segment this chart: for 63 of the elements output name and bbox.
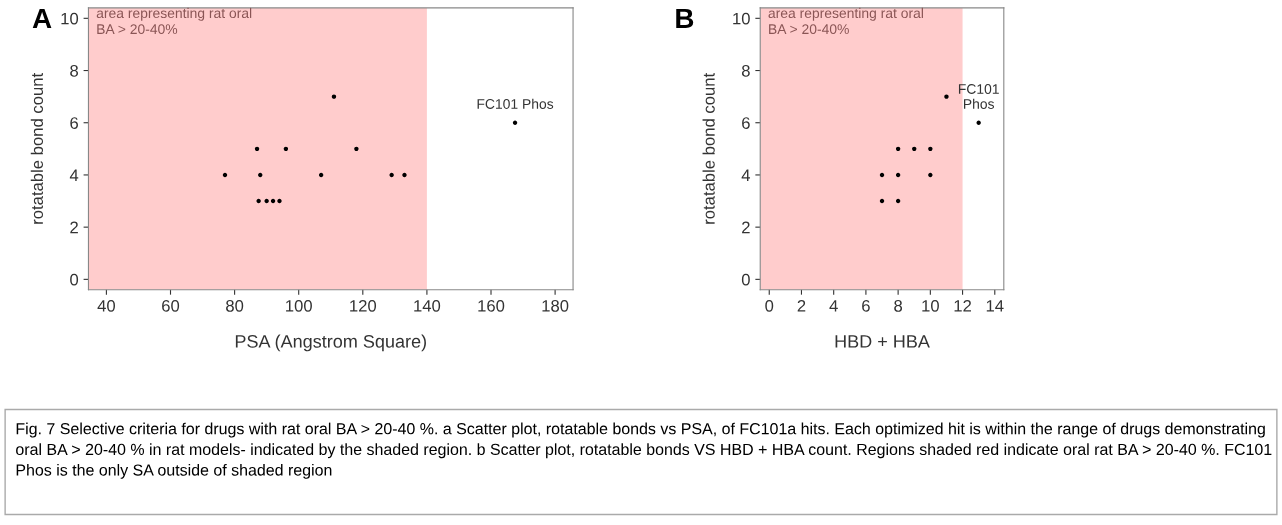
point xyxy=(928,146,933,152)
band-label: area representing rat oral BA > 20-40% xyxy=(768,7,923,35)
x-tick-label: 160 xyxy=(478,299,505,312)
point xyxy=(222,172,228,178)
x-tick-label: 2 xyxy=(797,299,806,312)
point xyxy=(254,146,260,152)
point xyxy=(331,94,337,99)
caption: Fig. 7 Selective criteria for drugs with rat oral BA > 20-40 %. a Scatter plot, rotatable bonds vs PSA, of FC101a hits. Each optimized hit is within the range of drugs demonstrating oral BA > 20-40 % in rat models- indicated by the shaded region. b Scatter plot, rotatable bonds VS HBD + HBA count. Regions shaded red indicate oral rat BA > 20-40 %. FC101 Phos is the only SA outside of shaded region xyxy=(16,422,1272,479)
point xyxy=(318,172,324,178)
point xyxy=(895,172,901,178)
y-tick-label: 6 xyxy=(742,117,750,129)
y-tick-label: 2 xyxy=(70,221,78,234)
annotation: FC101 Phos xyxy=(477,98,554,109)
y-tick-label: 8 xyxy=(741,64,750,77)
point xyxy=(354,146,359,152)
point xyxy=(944,94,949,99)
point xyxy=(895,198,901,204)
point xyxy=(895,146,901,152)
point xyxy=(879,172,885,178)
y-tick-label: 8 xyxy=(70,64,79,77)
y-axis-title: rotatable bond count xyxy=(30,72,44,224)
x-tick-label: 40 xyxy=(97,299,116,312)
x-tick-label: 180 xyxy=(542,299,569,312)
point xyxy=(912,146,917,152)
x-tick-label: 60 xyxy=(162,299,180,312)
x-tick-label: 8 xyxy=(894,299,903,312)
point xyxy=(256,198,261,204)
annotation: FC101 Phos xyxy=(958,84,999,109)
chart-title: B xyxy=(676,8,694,29)
y-tick-label: 10 xyxy=(61,12,79,25)
x-axis-title: PSA (Angstrom Square) xyxy=(235,334,426,352)
x-tick-label: 100 xyxy=(286,299,312,312)
point xyxy=(389,172,394,178)
y-axis-title: rotatable bond count xyxy=(702,72,715,224)
point xyxy=(976,120,981,125)
x-tick-label: 0 xyxy=(765,299,774,312)
point xyxy=(512,120,518,125)
y-tick-label: 0 xyxy=(70,273,79,286)
x-tick-label: 14 xyxy=(986,300,1004,312)
y-tick-label: 6 xyxy=(70,117,78,129)
x-tick-label: 80 xyxy=(226,299,244,312)
point xyxy=(402,172,407,178)
y-tick-label: 0 xyxy=(741,273,750,286)
point xyxy=(258,172,263,178)
point xyxy=(277,198,282,204)
y-tick-label: 4 xyxy=(69,169,79,181)
x-tick-label: 12 xyxy=(954,299,971,312)
y-tick-label: 4 xyxy=(741,169,751,181)
chart-title: A xyxy=(32,8,52,29)
point xyxy=(283,146,289,152)
y-tick-label: 2 xyxy=(742,221,750,234)
point xyxy=(264,198,269,204)
y-tick-label: 10 xyxy=(733,12,750,25)
point xyxy=(928,172,933,178)
x-tick-label: 120 xyxy=(350,299,377,312)
band-label: area representing rat oral BA > 20-40% xyxy=(96,7,252,35)
point xyxy=(270,198,276,204)
x-tick-label: 140 xyxy=(414,299,441,312)
x-tick-label: 4 xyxy=(829,300,838,312)
x-tick-label: 10 xyxy=(922,299,939,312)
x-tick-label: 6 xyxy=(862,299,870,312)
point xyxy=(879,198,885,204)
x-axis-title: HBD + HBA xyxy=(835,335,930,348)
